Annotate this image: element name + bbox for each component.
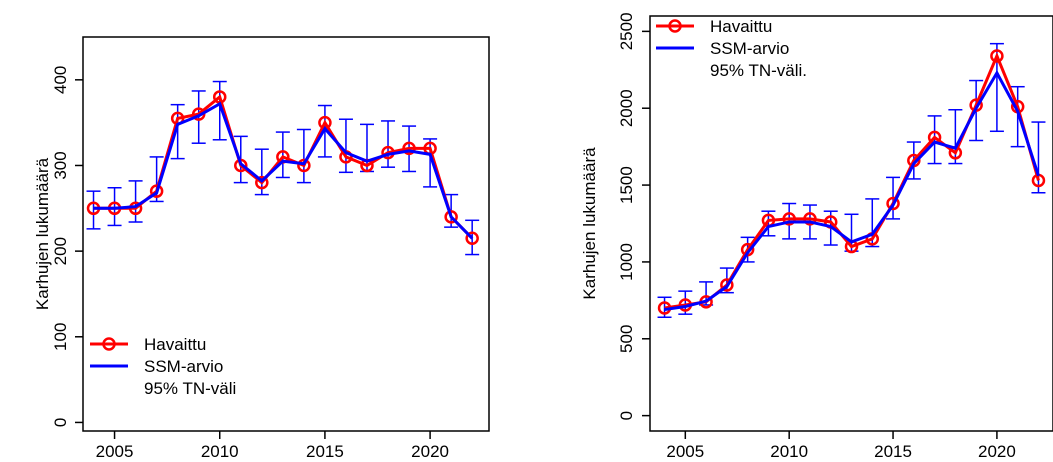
y-tick-label: 2000 (617, 89, 636, 127)
x-tick-label: 2010 (770, 442, 808, 461)
observed-point (465, 231, 479, 246)
legend-label-ci: 95% TN-väli (144, 379, 236, 398)
y-tick-label: 1000 (617, 243, 636, 281)
y-axis-title: Karhujen lukumäärä (33, 157, 52, 310)
ci-error-bar (86, 190, 101, 230)
x-tick-label: 2010 (201, 442, 239, 461)
y-tick-label: 500 (617, 325, 636, 353)
plot-area (86, 80, 480, 256)
plot-frame (649, 15, 1053, 432)
x-tick-label: 2005 (96, 442, 134, 461)
x-tick-label: 2015 (874, 442, 912, 461)
y-tick-label: 400 (51, 66, 70, 94)
ssm-line (664, 69, 1040, 312)
observed-point (720, 278, 734, 292)
legend-label-observed: Havaittu (144, 335, 206, 354)
ci-error-bar (1010, 85, 1025, 148)
ci-error-bar (927, 115, 942, 165)
observed-line (664, 52, 1040, 310)
plot-area (657, 42, 1046, 319)
observed-point (803, 212, 817, 226)
legend-label-observed: Havaittu (710, 17, 772, 36)
observed-point (297, 158, 311, 173)
legend-observed-marker (668, 19, 682, 33)
ssm-line (93, 101, 474, 240)
y-tick-label: 2500 (617, 12, 636, 50)
observed-point (990, 49, 1004, 63)
legend-label-ssm: SSM-arvio (144, 357, 223, 376)
ci-error-bar (107, 186, 122, 227)
legend: Havaittu SSM-arvio 95% TN-väli (90, 335, 236, 398)
observed-point (402, 141, 416, 156)
y-tick-label: 300 (51, 151, 70, 179)
chart-1: 2005 2010 2015 2020 0 100 200 300 400 Karhujen lu… (33, 36, 490, 461)
legend-label-ssm: SSM-arvio (710, 39, 789, 58)
ci-error-bar (275, 131, 290, 179)
observed-point (149, 184, 164, 198)
x-tick-label: 2005 (666, 442, 704, 461)
chart-2: 2005 2010 2015 2020 0 500 1000 1500 2000 2500 Karh… (580, 12, 1053, 461)
ci-error-bar (296, 128, 311, 184)
ci-error-bar (381, 120, 396, 168)
ci-error-bar (1031, 121, 1046, 194)
x-tick-label: 2020 (978, 442, 1016, 461)
x-tick-label: 2020 (411, 442, 449, 461)
observed-point (886, 196, 900, 211)
legend-observed-marker (102, 337, 116, 351)
x-tick-label: 2015 (306, 442, 344, 461)
observed-point (255, 175, 269, 190)
y-tick-label: 1500 (617, 166, 636, 204)
y-axis-title: Karhujen lukumäärä (580, 147, 599, 300)
observed-point (444, 210, 458, 224)
y-tick-label: 0 (617, 411, 636, 420)
observed-point (782, 212, 796, 226)
y-tick-label: 200 (51, 237, 70, 265)
ci-error-bar (128, 180, 143, 223)
y-tick-label: 100 (51, 323, 70, 351)
legend-label-ci: 95% TN-väli. (710, 61, 807, 80)
legend: Havaittu SSM-arvio 95% TN-väli. (656, 17, 807, 80)
y-tick-label: 0 (51, 418, 70, 427)
plot-frame (82, 36, 490, 432)
